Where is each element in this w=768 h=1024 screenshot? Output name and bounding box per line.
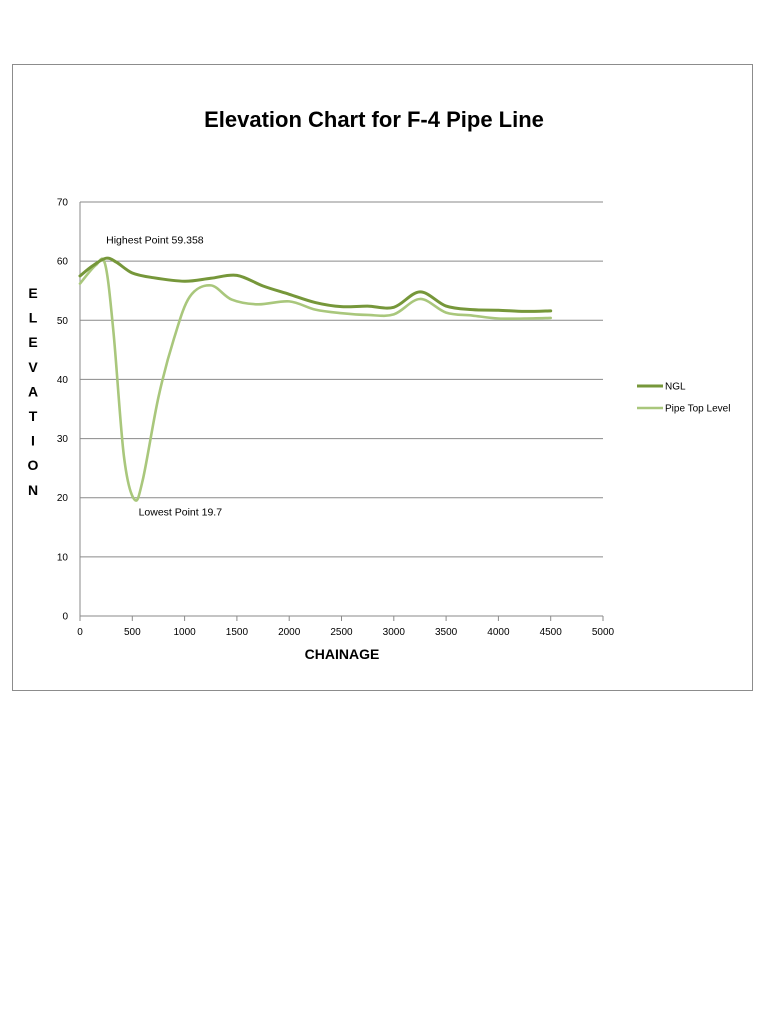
x-tick-label: 500 [124,627,141,638]
x-tick-label: 2000 [278,627,301,638]
x-tick-label: 0 [77,627,83,638]
y-tick-label: 20 [57,493,69,504]
x-tick-label: 4500 [540,627,563,638]
legend: NGL Pipe Top Level [637,382,730,415]
y-axis-title-letter: E [28,334,37,350]
highest-point-label: Highest Point 59.358 [106,234,204,246]
series-line-ngl [78,256,553,313]
lowest-point-label: Lowest Point 19.7 [139,506,223,518]
y-axis-title-letter: E [28,285,37,301]
x-tick-label: 3000 [383,627,406,638]
y-tick-label: 10 [57,552,69,563]
x-tick-label: 1000 [173,627,196,638]
elevation-chart: Elevation Chart for F-4 Pipe Line 0 10 20 3… [28,107,731,662]
y-tick-label: 40 [57,375,69,386]
y-axis-title-letter: O [28,457,39,473]
x-tick-labels: 0 500 1000 1500 2000 2500 3000 3500 4000 4500 5000 [77,627,614,638]
y-axis-title-letter: I [31,433,35,449]
legend-label: NGL [665,382,686,393]
y-axis-title-letter: T [29,408,38,424]
y-tick-label: 70 [57,198,69,209]
series-lines [78,256,553,502]
y-tick-label: 30 [57,434,69,445]
y-axis-title-letter: L [29,310,38,326]
x-tick-label: 4000 [487,627,510,638]
y-axis-title-letter: N [28,482,38,498]
legend-label: Pipe Top Level [665,404,730,415]
y-tick-label: 50 [57,316,69,327]
annotations: Highest Point 59.358 Lowest Point 19.7 [106,234,222,518]
chart-title: Elevation Chart for F-4 Pipe Line [204,107,544,132]
y-tick-labels: 0 10 20 30 40 50 60 70 [57,198,69,623]
x-axis-title: CHAINAGE [305,646,380,662]
y-tick-label: 60 [57,257,69,268]
x-tick-label: 5000 [592,627,615,638]
x-tick-label: 1500 [226,627,249,638]
x-tick-label: 2500 [330,627,353,638]
x-tick-label: 3500 [435,627,458,638]
y-axis-title-letter: A [28,383,38,399]
y-tick-label: 0 [62,612,68,623]
gridlines [79,201,604,621]
y-axis-title-letter: V [28,359,38,375]
series-line-pipe-top-level [78,257,552,502]
chart-area: Elevation Chart for F-4 Pipe Line 0 10 20 3… [12,64,753,691]
